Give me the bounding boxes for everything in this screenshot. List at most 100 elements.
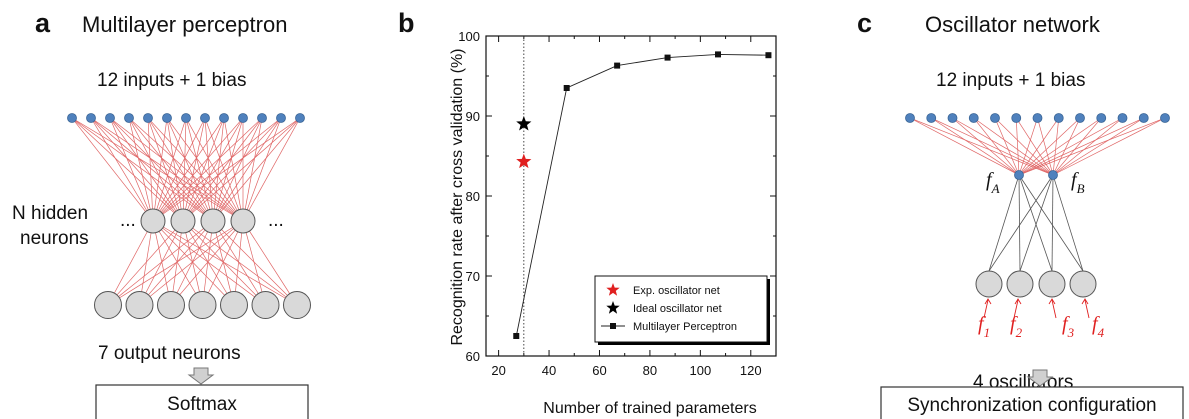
input-node (124, 113, 134, 123)
connection-line (152, 117, 244, 222)
connection-line (1018, 174, 1021, 272)
connection-line (1018, 174, 1084, 272)
connection-line (223, 117, 244, 222)
input-node (219, 113, 229, 123)
legend-star-icon (606, 283, 620, 296)
input-node (947, 113, 958, 123)
panel-b-letter: b (398, 8, 415, 38)
oscillator-node (1069, 270, 1097, 298)
connection-line (994, 117, 1020, 176)
oscillator-frequency-label: f1 (978, 313, 990, 340)
connection-line (152, 220, 266, 306)
connection-line (1052, 117, 1102, 176)
legend-star-icon (606, 301, 620, 314)
panel-a: a Multilayer perceptron 12 inputs + 1 bi… (12, 8, 311, 419)
connection-line (212, 117, 301, 222)
connection-line (185, 117, 214, 222)
input-node (990, 113, 1000, 123)
oscillator-node (975, 270, 1003, 298)
output-neuron (188, 291, 217, 319)
panel-a-ellipsis-right: ... (268, 210, 284, 231)
panel-c-hidden-layer: fA fB (986, 169, 1085, 196)
output-neuron (283, 291, 311, 319)
y-tick-label: 90 (466, 109, 480, 124)
panel-a-title: Multilayer perceptron (82, 12, 287, 37)
input-node (905, 113, 915, 123)
connection-line (147, 117, 154, 222)
input-node (67, 113, 77, 123)
connection-line (182, 220, 235, 306)
connection-line (204, 117, 244, 222)
x-tick-label: 80 (643, 363, 657, 378)
connection-line (204, 117, 214, 222)
connection-line (152, 117, 282, 222)
mlp-data-point (513, 333, 520, 339)
input-node (238, 113, 248, 123)
connection-line (147, 117, 184, 222)
connection-line (128, 117, 154, 222)
input-node (1075, 113, 1085, 123)
input-node (1096, 113, 1107, 123)
input-node (86, 113, 96, 123)
connection-line (182, 117, 225, 222)
connection-line (242, 220, 266, 306)
panel-c-letter: c (857, 8, 872, 38)
connection-line (139, 220, 244, 306)
arrowhead-icon (1014, 298, 1022, 305)
panel-c-oscillator-layer (975, 270, 1097, 298)
connection-line (166, 117, 214, 222)
connection-line (931, 117, 1020, 176)
panel-a-letter: a (35, 8, 51, 38)
connection-line (182, 220, 203, 306)
connection-line (1052, 117, 1166, 176)
oscillator-node (1006, 270, 1034, 298)
connection-line (1052, 174, 1084, 272)
y-tick-label: 80 (466, 189, 480, 204)
sync-config-label: Synchronization configuration (907, 395, 1156, 416)
output-neuron (220, 291, 248, 319)
connection-line (152, 117, 168, 222)
connection-line (988, 174, 1020, 272)
connection-line (1018, 117, 1123, 176)
hidden-neuron (140, 208, 166, 234)
connection-line (242, 117, 263, 222)
connection-line (994, 117, 1054, 176)
connection-line (233, 220, 244, 306)
connection-line (212, 220, 298, 306)
connection-line (182, 117, 301, 222)
legend-entry-label: Exp. oscillator net (633, 285, 720, 297)
connection-line (90, 117, 154, 222)
legend-box (594, 275, 768, 343)
connection-line (139, 220, 184, 306)
mlp-data-point (614, 62, 621, 69)
connection-line (1052, 117, 1123, 176)
input-node (162, 113, 172, 123)
connection-line (166, 117, 244, 222)
connection-line (152, 117, 301, 222)
connection-line (185, 117, 244, 222)
panel-a-output-layer (94, 291, 311, 319)
connection-line (152, 117, 263, 222)
connection-line (107, 220, 244, 306)
connection-line (1037, 117, 1054, 176)
recognition-rate-chart: 20 40 60 80 100 120 60 70 80 90 100 Exp. oscillator… (458, 29, 777, 378)
hidden-node (1048, 170, 1058, 180)
hidden-frequency-label: fA (986, 169, 1000, 196)
connection-line (973, 117, 1020, 176)
panel-a-inputs-label: 12 inputs + 1 bias (97, 70, 246, 91)
down-arrow-icon (187, 367, 215, 385)
oscillator-frequency-label: f4 (1092, 313, 1105, 340)
connection-line (1018, 117, 1060, 176)
legend-square-icon (610, 323, 616, 329)
panel-a-outputs-label: 7 output neurons (98, 343, 241, 364)
connection-line (152, 117, 206, 222)
chart-y-axis-label: Recognition rate after cross validation … (449, 48, 466, 345)
connection-line (170, 220, 244, 306)
connection-line (107, 220, 214, 306)
connection-line (170, 220, 214, 306)
frequency-input-arrow (983, 299, 989, 319)
connection-line (212, 117, 263, 222)
mlp-data-point (563, 85, 570, 91)
connection-line (139, 220, 154, 306)
